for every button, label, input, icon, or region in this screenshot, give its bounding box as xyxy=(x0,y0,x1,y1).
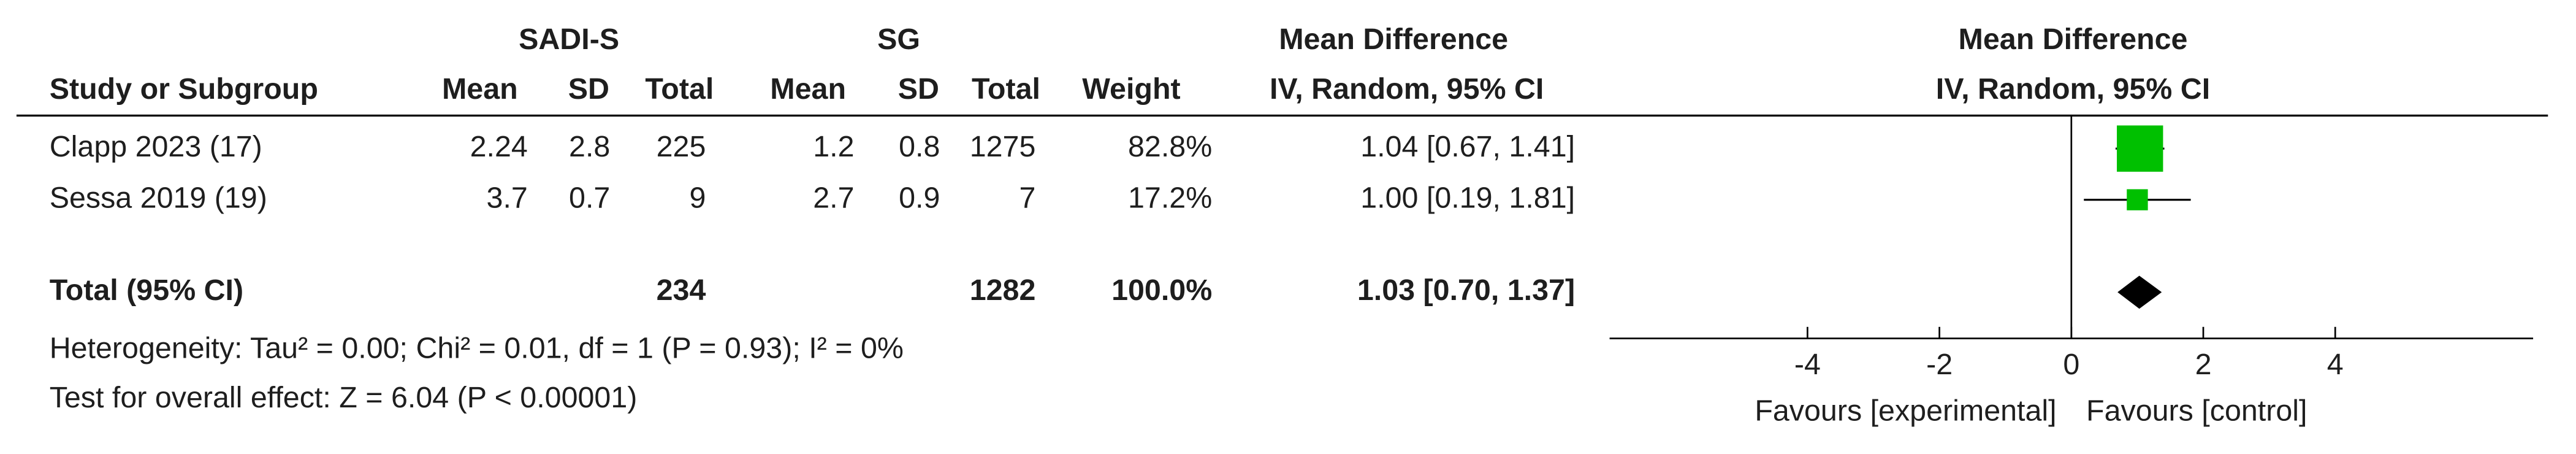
cell-n1: 225 xyxy=(657,130,706,163)
column-header: Study or Subgroup xyxy=(50,72,318,106)
total-ci-label: 1.03 [0.70, 1.37] xyxy=(1357,274,1575,307)
column-header: Total xyxy=(645,72,714,106)
effect-subheader: IV, Random, 95% CI xyxy=(1270,72,1544,106)
column-header: Total xyxy=(972,72,1040,106)
column-header: Mean xyxy=(770,72,846,106)
cell-ci-label: 1.00 [0.19, 1.81] xyxy=(1360,181,1575,214)
column-header: Mean xyxy=(442,72,518,106)
cell-sd1: 0.7 xyxy=(569,181,610,214)
total-weight-label: 100.0% xyxy=(1111,274,1212,307)
x-tick-label: -4 xyxy=(1794,348,1821,381)
cell-sd1: 2.8 xyxy=(569,130,610,163)
cell-weight-label: 17.2% xyxy=(1128,181,1212,214)
cell-n1: 9 xyxy=(689,181,706,214)
cell-mean1: 3.7 xyxy=(487,181,528,214)
plot-subheader: IV, Random, 95% CI xyxy=(1936,72,2210,106)
cell-mean2: 1.2 xyxy=(813,130,854,163)
x-tick-label: -2 xyxy=(1926,348,1953,381)
group-header: SADI-S xyxy=(519,23,619,56)
cell-mean2: 2.7 xyxy=(813,181,854,214)
study-name: Sessa 2019 (19) xyxy=(50,181,267,214)
group-header: SG xyxy=(877,23,920,56)
total-n1: 234 xyxy=(657,274,706,307)
favours-left: Favours [experimental] xyxy=(1755,394,2056,428)
column-header: SD xyxy=(568,72,609,106)
cell-mean1: 2.24 xyxy=(470,130,528,163)
plot-header: Mean Difference xyxy=(1959,23,2188,56)
x-tick-label: 0 xyxy=(2063,348,2079,381)
total-name: Total (95% CI) xyxy=(50,274,243,307)
x-tick-label: 4 xyxy=(2327,348,2344,381)
cell-ci-label: 1.04 [0.67, 1.41] xyxy=(1360,130,1575,163)
overall-effect: Test for overall effect: Z = 6.04 (P < 0… xyxy=(50,381,638,414)
study-name: Clapp 2023 (17) xyxy=(50,130,262,163)
cell-n2: 1275 xyxy=(970,130,1036,163)
cell-sd2: 0.9 xyxy=(899,181,940,214)
total-diamond xyxy=(2117,275,2162,309)
total-n2: 1282 xyxy=(970,274,1036,307)
column-header: Weight xyxy=(1082,72,1180,106)
cell-weight-label: 82.8% xyxy=(1128,130,1212,163)
column-header: SD xyxy=(898,72,939,106)
cell-n2: 7 xyxy=(1019,181,1035,214)
favours-right: Favours [control] xyxy=(2086,394,2307,428)
x-tick-label: 2 xyxy=(2195,348,2212,381)
heterogeneity: Heterogeneity: Tau² = 0.00; Chi² = 0.01,… xyxy=(50,331,904,364)
effect-header: Mean Difference xyxy=(1279,23,1508,56)
study-square xyxy=(2127,189,2148,210)
cell-sd2: 0.8 xyxy=(899,130,940,163)
study-square xyxy=(2117,125,2163,172)
